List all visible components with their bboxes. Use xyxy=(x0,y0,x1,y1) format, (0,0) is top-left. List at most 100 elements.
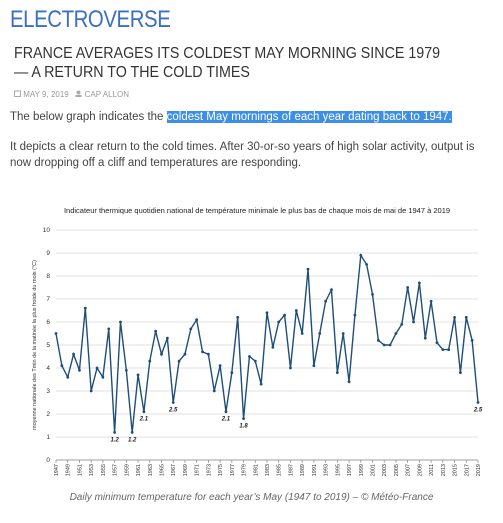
point xyxy=(253,359,257,363)
y-tick-label: 10 xyxy=(43,227,51,234)
x-tick-label: 1977 xyxy=(230,464,236,476)
point xyxy=(324,299,328,303)
meta: MAY 9, 2019 CAP ALLON xyxy=(14,90,129,99)
point xyxy=(206,352,210,356)
point xyxy=(476,401,480,404)
text: The below graph indicates the xyxy=(10,111,164,123)
point xyxy=(242,417,245,420)
author-icon xyxy=(75,90,82,97)
point xyxy=(148,359,152,363)
point xyxy=(330,288,333,292)
x-tick-label: 1951 xyxy=(77,464,83,476)
x-tick-label: 2015 xyxy=(453,464,459,476)
point xyxy=(201,350,204,354)
point xyxy=(230,371,234,374)
point xyxy=(283,313,286,317)
x-tick-label: 1979 xyxy=(242,464,248,476)
point xyxy=(259,382,263,386)
x-tick-label: 1957 xyxy=(113,464,119,476)
point xyxy=(248,355,251,358)
x-tick-label: 2005 xyxy=(394,464,400,476)
x-tick-label: 2019 xyxy=(476,464,482,476)
x-tick-label: 1971 xyxy=(195,464,201,476)
point xyxy=(101,375,105,379)
x-tick-label: 2009 xyxy=(417,464,423,476)
y-tick-label: 3 xyxy=(46,388,50,395)
value-label: 2.1 xyxy=(221,417,231,423)
value-label: 1.2 xyxy=(110,437,119,443)
point xyxy=(83,306,87,310)
calendar-icon xyxy=(14,90,21,97)
point xyxy=(400,322,404,326)
point xyxy=(183,352,187,356)
y-tick-label: 8 xyxy=(46,273,50,280)
point xyxy=(335,371,339,374)
y-tick-label: 1 xyxy=(46,434,50,441)
point xyxy=(160,352,163,356)
point xyxy=(441,348,445,351)
date: MAY 9, 2019 xyxy=(23,90,69,99)
point xyxy=(359,253,363,257)
point xyxy=(89,389,93,393)
point xyxy=(341,332,345,335)
x-tick-label: 1999 xyxy=(359,464,365,476)
point xyxy=(289,366,292,370)
point xyxy=(318,332,322,335)
x-tick-label: 1949 xyxy=(66,464,72,476)
point xyxy=(224,410,228,414)
point xyxy=(119,320,122,324)
y-tick-label: 5 xyxy=(46,342,50,349)
x-tick-label: 2017 xyxy=(464,464,470,476)
point xyxy=(124,368,128,372)
point xyxy=(371,293,374,296)
x-tick-label: 1975 xyxy=(218,464,224,476)
point xyxy=(406,286,410,289)
site-name[interactable]: ELECTROVERSE xyxy=(10,6,171,33)
point xyxy=(265,311,269,315)
article-title[interactable]: FRANCE AVERAGES ITS COLDEST MAY MORNING … xyxy=(14,45,441,81)
point xyxy=(394,332,398,335)
x-tick-label: 1953 xyxy=(89,464,95,476)
point xyxy=(136,373,140,377)
x-tick-label: 1961 xyxy=(136,464,142,476)
x-tick-label: 1991 xyxy=(312,464,318,476)
point xyxy=(365,263,369,266)
x-tick-label: 1973 xyxy=(206,464,212,476)
value-label: 1.8 xyxy=(239,424,248,430)
point xyxy=(312,364,316,368)
point xyxy=(271,345,275,349)
point xyxy=(130,431,134,434)
point xyxy=(382,343,386,347)
x-tick-label: 2011 xyxy=(429,464,435,476)
point xyxy=(66,375,70,379)
x-tick-label: 2013 xyxy=(441,464,447,476)
y-tick-label: 7 xyxy=(46,296,50,303)
x-tick-label: 2003 xyxy=(382,464,388,476)
point xyxy=(142,410,146,414)
x-tick-label: 1987 xyxy=(288,464,294,476)
point xyxy=(447,348,451,351)
x-tick-label: 1965 xyxy=(160,464,166,476)
x-tick-label: 1955 xyxy=(101,464,107,476)
point xyxy=(464,316,468,319)
point xyxy=(54,332,58,335)
point xyxy=(165,336,169,340)
point xyxy=(277,320,281,324)
y-tick-label: 4 xyxy=(46,365,50,372)
y-axis-label: moyenne nationale des Tmin de la matinée… xyxy=(32,260,38,430)
x-tick-label: 1993 xyxy=(324,464,330,476)
x-tick-label: 1981 xyxy=(253,464,259,476)
point xyxy=(470,339,474,342)
point xyxy=(95,366,99,370)
point xyxy=(294,309,298,312)
point xyxy=(459,371,462,374)
point xyxy=(154,329,158,333)
point xyxy=(72,352,75,356)
author[interactable]: CAP ALLON xyxy=(84,90,129,99)
point xyxy=(113,431,117,434)
point xyxy=(417,281,421,285)
link[interactable]: coldest May mornings of each year dating… xyxy=(166,111,452,123)
point xyxy=(423,336,427,340)
x-tick-label: 1989 xyxy=(300,464,306,476)
